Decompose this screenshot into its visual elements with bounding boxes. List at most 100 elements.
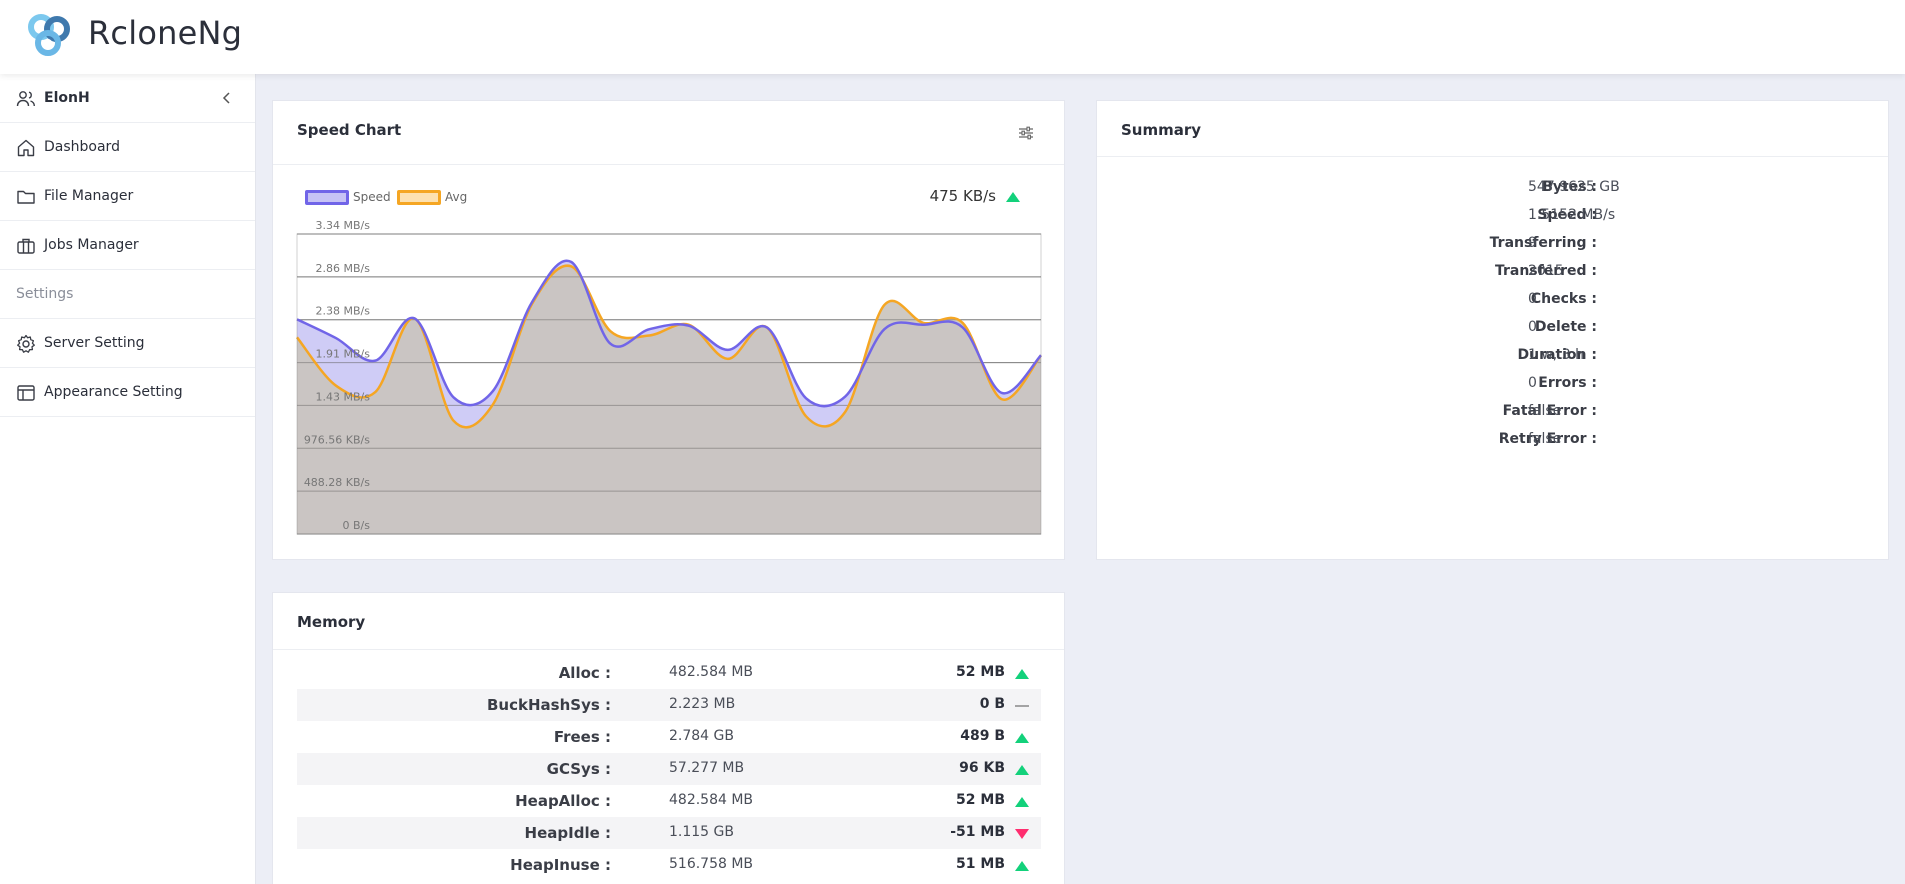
memory-label: GCSys :	[546, 760, 611, 778]
card-header: Speed Chart	[273, 101, 1064, 165]
card-title: Speed Chart	[297, 121, 402, 139]
memory-row: HeapIdle : 1.115 GB -51 MB	[297, 817, 1041, 849]
trend-up-icon	[1006, 192, 1020, 202]
memory-delta: 96 KB	[959, 760, 1005, 776]
memory-delta: 489 B	[960, 728, 1005, 744]
trend-up-icon	[1015, 797, 1029, 807]
summary-label: Transferring :	[1489, 235, 1597, 251]
y-tick-label: 1.91 MB/s	[316, 348, 371, 361]
trend-flat-icon	[1015, 705, 1029, 707]
memory-delta: 52 MB	[956, 664, 1005, 680]
summary-label: Checks :	[1530, 291, 1597, 307]
memory-value: 482.584 MB	[669, 792, 754, 808]
top-header: RcloneNg	[0, 0, 1905, 74]
legend-avg-swatch[interactable]	[397, 190, 441, 205]
settings-sliders-icon[interactable]	[1018, 125, 1034, 141]
avg-area	[297, 265, 1041, 534]
trend-down-icon	[1015, 829, 1029, 839]
card-header: Summary	[1097, 101, 1888, 157]
summary-card: Summary Bytes :547.9625 GB Speed :1.5152 …	[1096, 100, 1889, 560]
chevron-left-icon[interactable]	[221, 89, 233, 107]
sidebar-item-label: Appearance Setting	[44, 384, 183, 400]
memory-row: Alloc : 482.584 MB 52 MB	[297, 657, 1041, 689]
y-tick-label: 976.56 KB/s	[304, 433, 370, 446]
legend-avg-label[interactable]: Avg	[445, 190, 468, 204]
summary-label: Retry Error :	[1498, 431, 1597, 447]
summary-label: Speed :	[1537, 207, 1597, 223]
memory-row: BuckHashSys : 2.223 MB 0 B	[297, 689, 1041, 721]
y-tick-label: 2.86 MB/s	[316, 262, 371, 275]
summary-value: 2015	[1528, 263, 1564, 279]
legend-speed-label[interactable]: Speed	[353, 190, 391, 204]
memory-value: 57.277 MB	[669, 760, 745, 776]
memory-label: HeapAlloc :	[515, 792, 611, 810]
sidebar: ElonH Dashboard File Manager Jobs Manage…	[0, 74, 256, 884]
summary-value: 547.9625 GB	[1528, 179, 1620, 195]
sidebar-item-dashboard[interactable]: Dashboard	[0, 123, 255, 172]
rclone-logo-icon[interactable]	[26, 13, 72, 57]
summary-value: 9	[1528, 235, 1537, 251]
current-speed: 475 KB/s	[929, 187, 996, 205]
sidebar-item-label: Dashboard	[44, 139, 120, 155]
summary-label: Errors :	[1538, 375, 1597, 391]
card-title: Memory	[297, 613, 366, 631]
summary-value: 1.5152 MB/s	[1528, 207, 1616, 223]
app-title: RcloneNg	[88, 14, 243, 52]
gear-icon	[17, 334, 35, 353]
sidebar-section-settings: Settings	[0, 270, 255, 319]
memory-label: HeapInuse :	[510, 856, 611, 874]
users-icon	[16, 91, 35, 107]
summary-value: 0	[1528, 375, 1537, 391]
memory-label: HeapIdle :	[524, 824, 611, 842]
speed-chart-plot: 0 B/s 488.28 KB/s 976.56 KB/s 1.43 MB/s 1.91…	[296, 219, 1042, 535]
memory-value: 482.584 MB	[669, 664, 754, 680]
summary-value: false	[1528, 403, 1562, 419]
sidebar-item-label: Server Setting	[44, 335, 145, 351]
summary-label: Transferred :	[1494, 263, 1597, 279]
sidebar-user-name: ElonH	[44, 90, 90, 106]
browser-icon	[17, 385, 35, 401]
plot-border	[296, 233, 1042, 535]
summary-label: Delete :	[1534, 319, 1597, 335]
trend-up-icon	[1015, 765, 1029, 775]
memory-row: GCSys : 57.277 MB 96 KB	[297, 753, 1041, 785]
memory-value: 2.784 GB	[669, 728, 734, 744]
memory-card: Memory Alloc : 482.584 MB 52 MB BuckHashSys…	[272, 592, 1065, 884]
sidebar-item-appearance-setting[interactable]: Appearance Setting	[0, 368, 255, 417]
card-header: Memory	[273, 593, 1064, 650]
card-title: Summary	[1121, 121, 1202, 139]
memory-row: Frees : 2.784 GB 489 B	[297, 721, 1041, 753]
briefcase-icon	[17, 238, 35, 254]
summary-label: Bytes :	[1542, 179, 1597, 195]
memory-label: Frees :	[553, 728, 611, 746]
folder-icon	[17, 190, 35, 204]
summary-value: 1 w, 3 h	[1528, 347, 1584, 363]
speed-line	[296, 259, 1042, 408]
trend-up-icon	[1015, 733, 1029, 743]
sidebar-item-server-setting[interactable]: Server Setting	[0, 319, 255, 368]
memory-delta: 0 B	[979, 696, 1005, 712]
memory-delta: 51 MB	[956, 856, 1005, 872]
summary-label: Fatal Error :	[1502, 403, 1597, 419]
memory-value: 2.223 MB	[669, 696, 736, 712]
sidebar-item-jobs-manager[interactable]: Jobs Manager	[0, 221, 255, 270]
trend-up-icon	[1015, 669, 1029, 679]
summary-value: false	[1528, 431, 1562, 447]
trend-up-icon	[1015, 861, 1029, 871]
y-tick-label: 0 B/s	[343, 519, 371, 532]
home-icon	[17, 139, 35, 157]
memory-row: HeapAlloc : 482.584 MB 52 MB	[297, 785, 1041, 817]
legend-speed-swatch[interactable]	[305, 190, 349, 205]
memory-label: BuckHashSys :	[487, 696, 611, 714]
sidebar-user-menu[interactable]: ElonH	[0, 74, 255, 123]
sidebar-item-file-manager[interactable]: File Manager	[0, 172, 255, 221]
sidebar-item-label: Jobs Manager	[44, 237, 139, 253]
sidebar-section-title: Settings	[16, 286, 74, 302]
y-tick-label: 3.34 MB/s	[316, 219, 371, 232]
memory-delta: 52 MB	[956, 792, 1005, 808]
speed-chart-card: Speed Chart Speed Avg 475 KB/s 0 B/s 488.…	[272, 100, 1065, 560]
y-tick-label: 488.28 KB/s	[304, 476, 370, 489]
y-tick-label: 1.43 MB/s	[316, 390, 371, 403]
summary-value: 0	[1528, 319, 1537, 335]
memory-row: HeapInuse : 516.758 MB 51 MB	[297, 849, 1041, 881]
